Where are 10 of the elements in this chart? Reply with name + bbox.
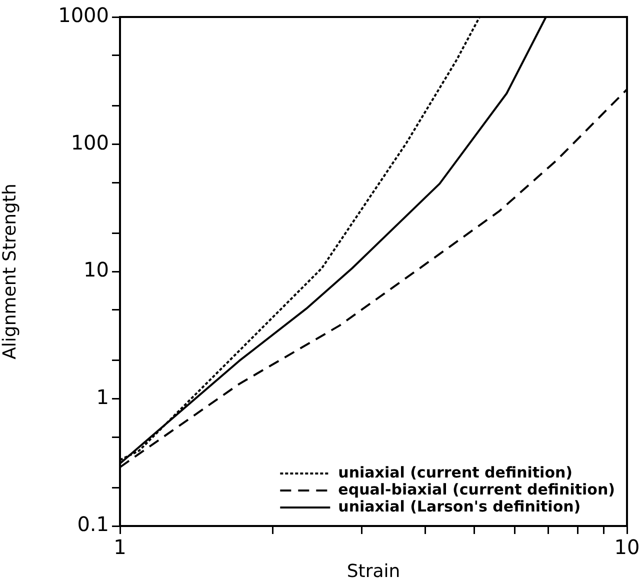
y-tick-label: 0.1 <box>77 512 109 536</box>
x-axis-title: Strain <box>346 560 400 582</box>
legend-label: uniaxial (Larson's definition) <box>338 497 581 516</box>
y-axis-title: Alignment Strength <box>0 184 20 360</box>
y-tick-label: 1000 <box>58 3 109 28</box>
y-tick-label: 100 <box>70 130 109 154</box>
y-tick-label: 10 <box>84 258 109 282</box>
y-tick-label: 1 <box>96 384 109 409</box>
legend-label: equal-biaxial (current definition) <box>338 480 616 498</box>
legend-label: uniaxial (current definition) <box>338 463 573 482</box>
